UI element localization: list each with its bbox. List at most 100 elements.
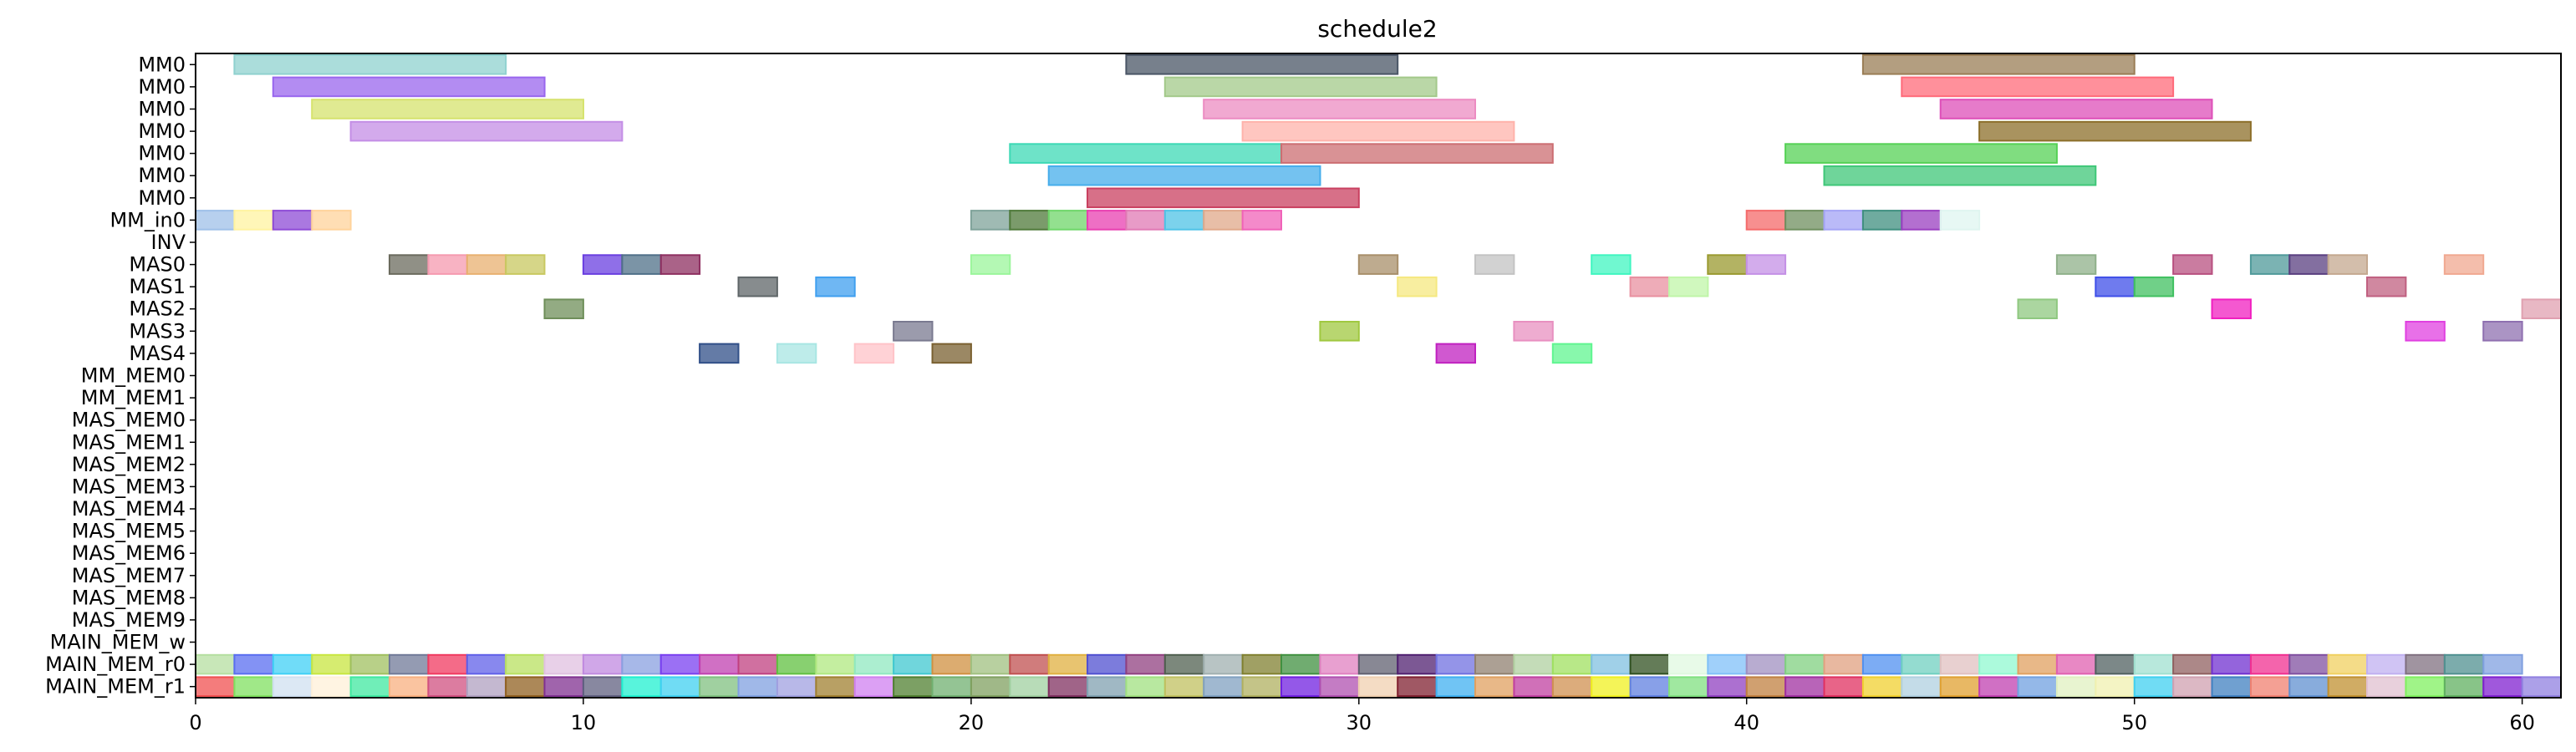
task-bar: [233, 210, 274, 231]
task-bar: [2327, 254, 2369, 275]
task-bar: [2095, 676, 2136, 698]
task-bar: [349, 120, 624, 142]
task-bar: [466, 676, 507, 698]
task-bar: [195, 653, 236, 675]
task-bar: [1551, 676, 1593, 698]
task-bar: [737, 676, 778, 698]
task-bar: [1939, 676, 1981, 698]
task-bar: [1163, 676, 1205, 698]
y-tick-label: MAS_MEM5: [72, 520, 186, 543]
y-tick-label: MM_in0: [109, 208, 186, 231]
x-tick-label: 0: [189, 711, 201, 734]
task-bar: [427, 254, 468, 275]
task-bar: [2172, 676, 2213, 698]
task-bar: [2211, 653, 2252, 675]
task-bar: [1745, 653, 1787, 675]
task-bar: [659, 653, 701, 675]
task-bar: [2521, 298, 2563, 319]
y-tick-label: MAS_MEM2: [72, 453, 186, 476]
task-bar: [272, 76, 546, 98]
task-bar: [505, 653, 546, 675]
task-bar: [737, 653, 778, 675]
task-bar: [2405, 676, 2446, 698]
task-bar: [1901, 76, 2175, 98]
task-bar: [2017, 653, 2058, 675]
task-bar: [2133, 676, 2175, 698]
task-bar: [2443, 254, 2485, 275]
task-bar: [2211, 676, 2252, 698]
task-bar: [893, 653, 934, 675]
x-tick-label: 50: [2121, 711, 2147, 734]
task-bar: [1551, 343, 1593, 364]
task-bar: [1203, 676, 1244, 698]
task-bar: [815, 276, 856, 297]
task-bar: [1745, 676, 1787, 698]
task-bar: [699, 653, 740, 675]
x-tick-label: 60: [2509, 711, 2535, 734]
task-bar: [2521, 676, 2563, 698]
task-bar: [2055, 653, 2097, 675]
task-bar: [1203, 99, 1476, 119]
task-bar: [1707, 676, 1748, 698]
task-bar: [1163, 653, 1205, 675]
task-bar: [1357, 653, 1399, 675]
task-bar: [349, 653, 391, 675]
task-bar: [1357, 676, 1399, 698]
y-tick-label: MAS_MEM4: [72, 497, 186, 521]
task-bar: [1861, 653, 1903, 675]
task-bar: [931, 676, 972, 698]
task-bar: [1319, 321, 1360, 342]
task-bar: [1163, 210, 1205, 231]
task-bar: [1629, 676, 1670, 698]
task-bar: [1241, 210, 1282, 231]
task-bar: [505, 676, 546, 698]
y-tick-label: MAIN_MEM_r1: [45, 675, 186, 699]
task-bar: [1513, 653, 1554, 675]
task-bar: [2249, 676, 2291, 698]
task-bar: [1823, 210, 1864, 231]
task-bar: [466, 653, 507, 675]
task-bar: [776, 676, 817, 698]
task-bar: [1978, 676, 2019, 698]
task-bar: [1125, 653, 1166, 675]
chart-title: schedule2: [1317, 15, 1437, 43]
task-bar: [543, 676, 584, 698]
task-bar: [699, 343, 740, 364]
task-bar: [1861, 676, 1903, 698]
task-bar: [1357, 254, 1399, 275]
task-bar: [272, 653, 313, 675]
y-tick-label: MAS3: [129, 319, 186, 343]
task-bar: [1397, 653, 1438, 675]
task-bar: [1474, 254, 1515, 275]
task-bar: [853, 653, 895, 675]
task-bar: [2055, 676, 2097, 698]
task-bar: [1163, 76, 1438, 98]
task-bar: [1668, 676, 1709, 698]
task-bar: [1203, 653, 1244, 675]
task-bars: [195, 54, 2563, 698]
task-bar: [1629, 653, 1670, 675]
task-bar: [233, 676, 274, 698]
task-bar: [2211, 298, 2252, 319]
y-tick-label: MAS1: [129, 275, 186, 298]
y-tick-label: MM0: [138, 119, 186, 143]
task-bar: [1319, 676, 1360, 698]
task-bar: [505, 254, 546, 275]
task-bar: [1009, 653, 1050, 675]
task-bar: [1474, 676, 1515, 698]
task-bar: [1009, 143, 1283, 164]
task-bar: [2405, 653, 2446, 675]
task-bar: [195, 210, 236, 231]
task-bar: [543, 653, 584, 675]
task-bar: [1009, 676, 1050, 698]
task-bar: [621, 676, 662, 698]
task-bar: [1087, 653, 1128, 675]
task-bar: [2482, 676, 2523, 698]
task-bar: [582, 676, 624, 698]
task-bar: [659, 254, 701, 275]
y-tick-label: MAS_MEM3: [72, 475, 186, 498]
task-bar: [931, 343, 972, 364]
x-axis: 0 10 20 30 40 50 60: [189, 698, 2535, 734]
task-bar: [2017, 676, 2058, 698]
